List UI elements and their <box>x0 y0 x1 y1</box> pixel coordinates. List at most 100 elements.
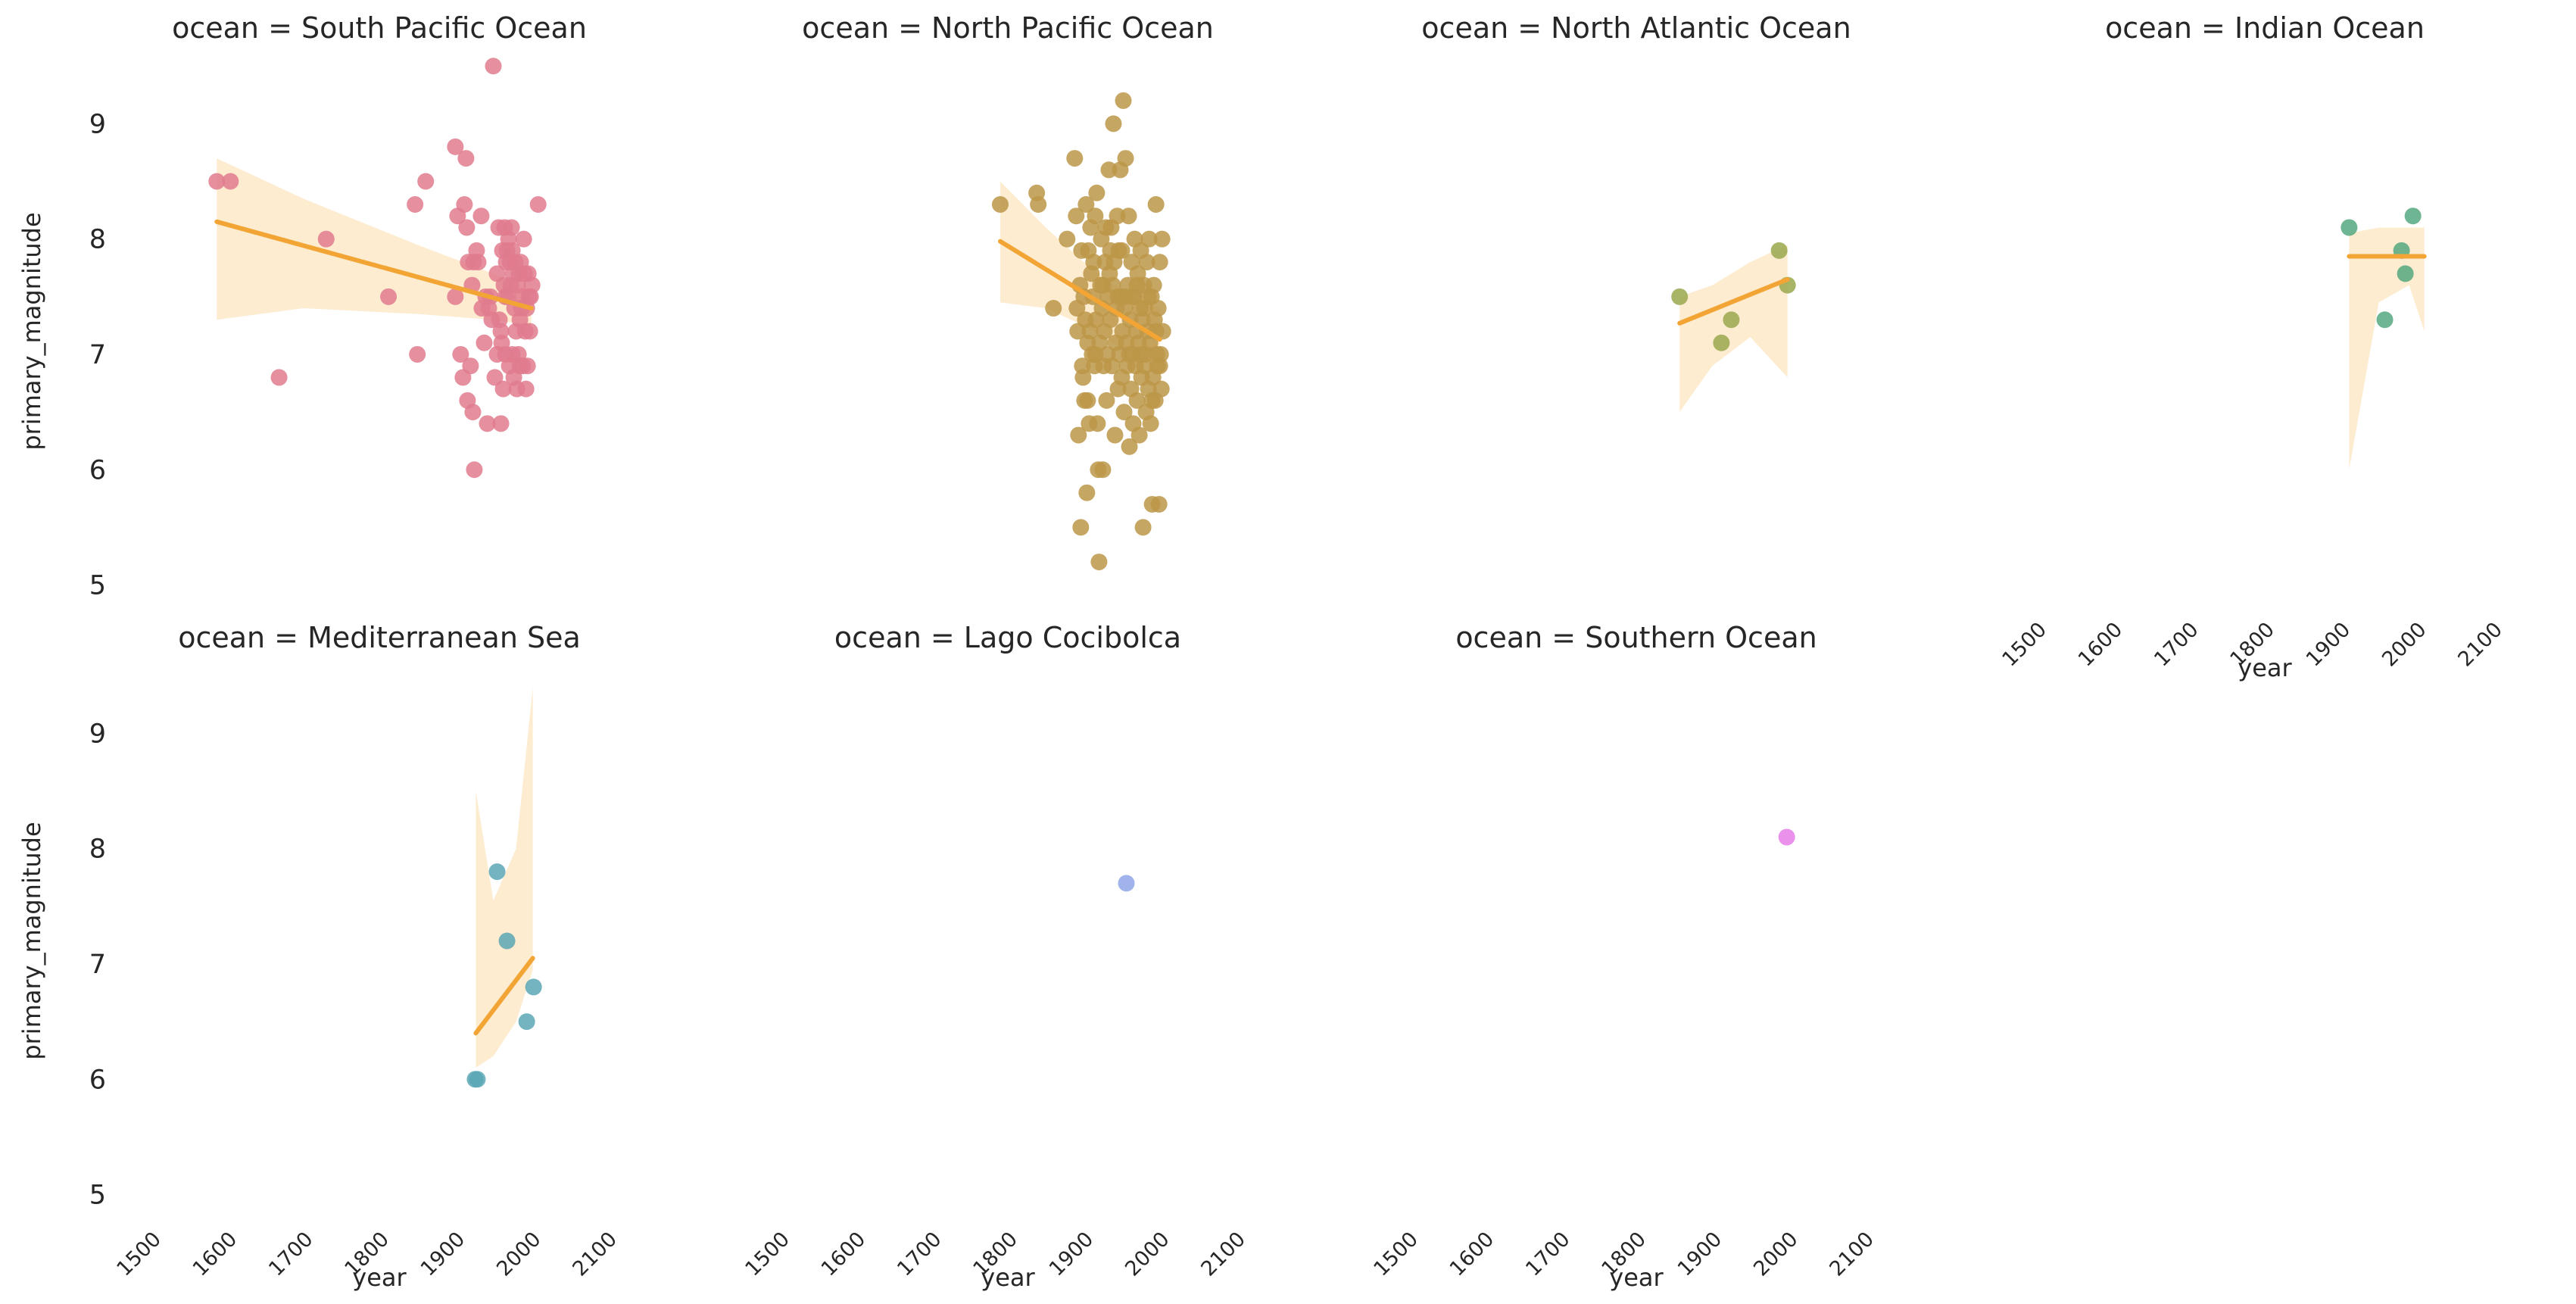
x-tick-label: 1500 <box>112 1228 166 1281</box>
regression-line <box>214 219 534 311</box>
x-tick-label: 1700 <box>893 1228 947 1281</box>
data-point <box>1085 254 1102 271</box>
data-point <box>1151 357 1168 375</box>
data-point <box>1778 828 1795 846</box>
data-point <box>991 195 1009 213</box>
data-point <box>504 242 521 259</box>
data-point <box>417 173 435 190</box>
data-point <box>409 345 426 363</box>
data-point <box>456 195 473 213</box>
y-tick-label: 8 <box>89 225 106 255</box>
x-tick-label: 1700 <box>1521 1228 1575 1281</box>
regression-line <box>1677 276 1790 326</box>
data-point <box>492 323 510 340</box>
data-point <box>1143 392 1161 409</box>
x-tick-label: 1600 <box>1445 1228 1499 1281</box>
data-point <box>447 288 464 305</box>
data-point <box>1115 404 1133 421</box>
confidence-band <box>217 158 532 326</box>
x-tick-label: 1500 <box>1369 1228 1423 1281</box>
data-point <box>1134 519 1152 536</box>
data-point <box>1121 438 1138 455</box>
data-point <box>464 404 482 421</box>
data-point <box>479 415 496 432</box>
data-point <box>1770 242 1788 259</box>
data-point <box>469 254 487 271</box>
data-point <box>503 219 520 236</box>
data-point <box>1109 288 1127 305</box>
data-point <box>485 58 502 75</box>
data-point <box>1077 195 1095 213</box>
data-point <box>208 173 226 190</box>
x-tick-label: 2100 <box>1196 1228 1250 1281</box>
data-point <box>1120 207 1137 225</box>
data-point <box>511 311 529 329</box>
data-point <box>380 288 398 305</box>
data-point <box>1087 345 1104 363</box>
data-point <box>1074 369 1092 386</box>
panel-title: ocean = Lago Cocibolca <box>834 621 1181 654</box>
data-point <box>1150 495 1168 513</box>
data-point <box>2397 265 2414 282</box>
data-point <box>1131 426 1148 444</box>
x-tick-label: 2000 <box>2378 618 2431 672</box>
data-point <box>458 219 476 236</box>
data-point <box>522 288 539 305</box>
data-point <box>1115 92 1132 109</box>
data-point <box>1121 345 1138 363</box>
data-point <box>407 195 424 213</box>
data-point <box>486 369 504 386</box>
data-point <box>1079 392 1096 409</box>
confidence-band <box>2349 227 2425 470</box>
data-point <box>2404 207 2422 225</box>
data-point <box>1098 392 1115 409</box>
data-point <box>1113 242 1131 259</box>
data-point <box>1138 254 1155 271</box>
data-point <box>1059 230 1076 248</box>
data-point <box>1109 207 1126 225</box>
data-point <box>447 138 464 155</box>
y-tick-label: 6 <box>89 455 106 485</box>
y-tick-label: 5 <box>89 571 106 601</box>
panel-title: ocean = Southern Ocean <box>1455 621 1817 654</box>
data-point <box>1088 184 1106 201</box>
y-axis-label: primary_magnitude <box>17 212 46 450</box>
x-tick-label: 1500 <box>1997 618 2051 672</box>
data-point <box>515 230 532 248</box>
x-tick-label: 2100 <box>2453 618 2507 672</box>
regression-line <box>997 239 1162 342</box>
data-point <box>492 415 510 432</box>
data-point <box>469 1071 486 1088</box>
data-point <box>498 932 516 950</box>
data-point <box>1087 207 1104 225</box>
data-point <box>1151 254 1168 271</box>
y-axis-label: primary_magnitude <box>17 822 46 1059</box>
panel-title: ocean = Mediterranean Sea <box>178 621 581 654</box>
data-point <box>1094 461 1112 479</box>
y-tick-label: 7 <box>89 950 106 980</box>
data-point <box>1045 300 1062 317</box>
x-axis-label: year <box>981 1263 1035 1292</box>
x-tick-label: 2000 <box>492 1228 546 1281</box>
x-tick-label: 2000 <box>1121 1228 1174 1281</box>
data-point <box>317 230 335 248</box>
data-point <box>1078 484 1096 501</box>
y-tick-label: 8 <box>89 834 106 865</box>
facet-panel-1: ocean = South Pacific Ocean 5 6 7 8 9 primary_… <box>17 11 587 601</box>
data-point <box>1066 150 1084 167</box>
y-tick-label: 5 <box>89 1181 106 1211</box>
confidence-band <box>1000 181 1160 367</box>
data-point <box>525 978 542 996</box>
data-point <box>1090 554 1108 571</box>
data-point <box>1068 207 1085 225</box>
data-point <box>476 334 493 351</box>
facet-panel-3: ocean = North Atlantic Ocean <box>1421 11 1851 413</box>
data-point <box>519 357 536 375</box>
facet-panel-5: ocean = Mediterranean Sea 5 6 7 8 9 primary_ma… <box>17 621 622 1292</box>
confidence-band <box>1679 245 1788 413</box>
data-point <box>1089 415 1106 432</box>
facet-panel-2: ocean = North Pacific Ocean <box>802 11 1214 571</box>
x-tick-label: 2100 <box>568 1228 622 1281</box>
